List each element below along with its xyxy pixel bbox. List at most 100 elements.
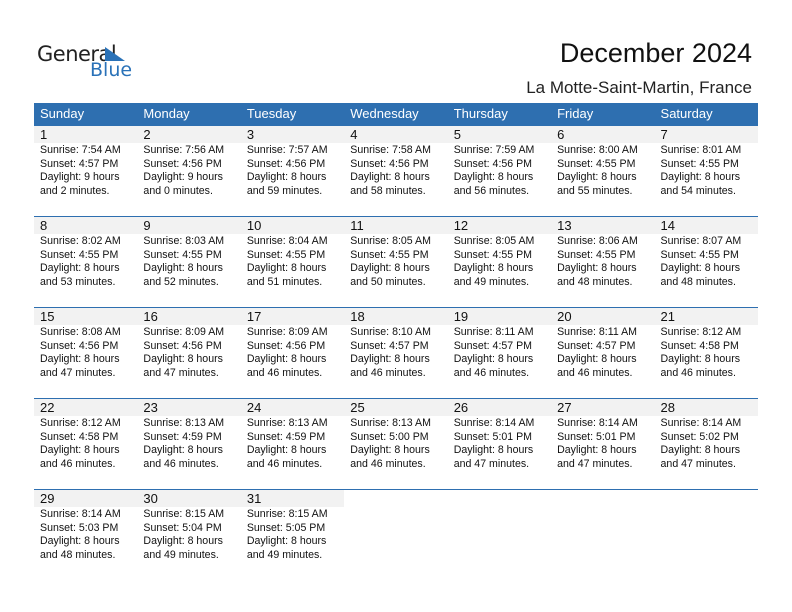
day-number: 25 [344, 399, 448, 416]
sunset-text: Sunset: 4:57 PM [557, 339, 636, 352]
daylight2-text: and 46 minutes. [350, 457, 426, 470]
sunset-text: Sunset: 4:59 PM [143, 430, 222, 443]
daylight1-text: Daylight: 8 hours [143, 535, 223, 547]
day-cell: 28 Sunrise: 8:14 AM Sunset: 5:02 PM Dayligh… [654, 399, 758, 489]
day-number: 18 [344, 308, 448, 325]
day-cell: 29 Sunrise: 8:14 AM Sunset: 5:03 PM Dayligh… [34, 490, 138, 580]
sunset-text: Sunset: 4:55 PM [557, 157, 636, 170]
day-number: 12 [447, 217, 552, 234]
daylight1-text: Daylight: 8 hours [40, 535, 120, 547]
day-cell: 25 Sunrise: 8:13 AM Sunset: 5:00 PM Dayligh… [344, 399, 448, 489]
day-number: 1 [34, 126, 138, 143]
sunrise-text: Sunrise: 7:59 AM [453, 144, 535, 156]
sunset-text: Sunset: 4:55 PM [557, 248, 636, 261]
sunrise-text: Sunrise: 8:11 AM [557, 326, 637, 338]
day-number: 9 [137, 217, 241, 234]
daylight1-text: Daylight: 9 hours [143, 171, 223, 183]
sunset-text: Sunset: 4:56 PM [40, 339, 119, 352]
day-cell: 13 Sunrise: 8:06 AM Sunset: 4:55 PM Dayligh… [551, 217, 655, 307]
sunrise-text: Sunrise: 8:14 AM [660, 417, 742, 429]
sunset-text: Sunset: 5:01 PM [453, 430, 533, 443]
daylight1-text: Daylight: 8 hours [557, 262, 637, 274]
day-number: 28 [654, 399, 758, 416]
day-cell: 15 Sunrise: 8:08 AM Sunset: 4:56 PM Dayligh… [34, 308, 138, 398]
sunrise-text: Sunrise: 8:14 AM [557, 417, 638, 429]
day-number: 21 [654, 308, 758, 325]
day-number: 20 [551, 308, 655, 325]
weekday-wednesday: Wednesday [350, 106, 419, 121]
day-info: Sunrise: 8:08 AM Sunset: 4:56 PM Daylight:… [34, 325, 137, 380]
daylight1-text: Daylight: 8 hours [453, 262, 534, 274]
day-info: Sunrise: 8:00 AM Sunset: 4:55 PM Daylight:… [551, 143, 654, 198]
sunset-text: Sunset: 4:56 PM [350, 157, 429, 170]
sunrise-text: Sunrise: 8:01 AM [660, 144, 742, 156]
sunrise-text: Sunrise: 8:10 AM [350, 326, 431, 338]
sunset-text: Sunset: 4:56 PM [143, 339, 222, 352]
sunset-text: Sunset: 4:55 PM [143, 248, 222, 261]
day-number: 13 [551, 217, 655, 234]
day-cell: 16 Sunrise: 8:09 AM Sunset: 4:56 PM Dayligh… [137, 308, 241, 398]
sunrise-text: Sunrise: 8:05 AM [350, 235, 431, 247]
weekday-tuesday: Tuesday [246, 106, 297, 121]
day-info: Sunrise: 8:13 AM Sunset: 5:00 PM Daylight:… [344, 416, 447, 471]
day-number: 29 [34, 490, 138, 507]
daylight2-text: and 48 minutes. [660, 275, 736, 288]
sunrise-text: Sunrise: 8:13 AM [350, 417, 431, 429]
weekday-monday: Monday [143, 106, 190, 121]
day-cell: 23 Sunrise: 8:13 AM Sunset: 4:59 PM Dayligh… [137, 399, 241, 489]
day-number: 16 [137, 308, 241, 325]
day-info: Sunrise: 8:11 AM Sunset: 4:57 PM Daylight:… [448, 325, 551, 380]
sunrise-text: Sunrise: 8:09 AM [143, 326, 225, 338]
day-number: 19 [447, 308, 552, 325]
daylight1-text: Daylight: 8 hours [660, 353, 741, 365]
day-number: 23 [137, 399, 241, 416]
day-info: Sunrise: 8:04 AM Sunset: 4:55 PM Daylight:… [241, 234, 344, 289]
day-cell: 21 Sunrise: 8:12 AM Sunset: 4:58 PM Dayligh… [654, 308, 758, 398]
day-info: Sunrise: 8:11 AM Sunset: 4:57 PM Daylight:… [551, 325, 654, 380]
daylight2-text: and 47 minutes. [40, 366, 116, 379]
daylight1-text: Daylight: 8 hours [350, 444, 430, 456]
week-row: 22 Sunrise: 8:12 AM Sunset: 4:58 PM Dayligh… [34, 398, 758, 489]
day-info: Sunrise: 7:59 AM Sunset: 4:56 PM Daylight:… [448, 143, 551, 198]
sunrise-text: Sunrise: 8:09 AM [246, 326, 328, 338]
day-cell: 19 Sunrise: 8:11 AM Sunset: 4:57 PM Dayligh… [447, 308, 552, 398]
day-number: 4 [344, 126, 448, 143]
daylight1-text: Daylight: 8 hours [557, 171, 637, 183]
sunset-text: Sunset: 4:58 PM [660, 339, 739, 352]
sunrise-text: Sunrise: 8:05 AM [453, 235, 535, 247]
sunrise-text: Sunrise: 8:15 AM [246, 508, 328, 520]
sunset-text: Sunset: 4:56 PM [246, 339, 326, 352]
day-cell: 18 Sunrise: 8:10 AM Sunset: 4:57 PM Dayligh… [344, 308, 448, 398]
day-info: Sunrise: 8:15 AM Sunset: 5:04 PM Daylight:… [137, 507, 240, 562]
daylight2-text: and 2 minutes. [40, 184, 110, 197]
daylight2-text: and 54 minutes. [660, 184, 736, 197]
day-info: Sunrise: 8:05 AM Sunset: 4:55 PM Daylight:… [448, 234, 551, 289]
day-cell: 24 Sunrise: 8:13 AM Sunset: 4:59 PM Dayligh… [240, 399, 345, 489]
daylight2-text: and 46 minutes. [246, 457, 323, 470]
sunrise-text: Sunrise: 8:14 AM [40, 508, 121, 520]
daylight2-text: and 47 minutes. [453, 457, 530, 470]
sunrise-text: Sunrise: 7:57 AM [246, 144, 328, 156]
day-number: 24 [240, 399, 345, 416]
daylight1-text: Daylight: 8 hours [246, 262, 327, 274]
day-info: Sunrise: 8:05 AM Sunset: 4:55 PM Daylight:… [344, 234, 447, 289]
logo-triangle-icon [105, 47, 125, 61]
sunset-text: Sunset: 4:55 PM [246, 248, 326, 261]
day-number: 31 [240, 490, 345, 507]
daylight2-text: and 47 minutes. [557, 457, 633, 470]
day-cell: 14 Sunrise: 8:07 AM Sunset: 4:55 PM Dayligh… [654, 217, 758, 307]
daylight1-text: Daylight: 8 hours [453, 444, 534, 456]
sunrise-text: Sunrise: 8:14 AM [453, 417, 535, 429]
day-info: Sunrise: 8:14 AM Sunset: 5:01 PM Daylight:… [551, 416, 654, 471]
daylight2-text: and 0 minutes. [143, 184, 213, 197]
day-number: 26 [447, 399, 552, 416]
daylight2-text: and 46 minutes. [660, 366, 736, 379]
weekday-header: Sunday Monday Tuesday Wednesday Thursday Frid… [34, 103, 758, 125]
sunset-text: Sunset: 4:56 PM [453, 157, 533, 170]
sunrise-text: Sunrise: 8:12 AM [660, 326, 742, 338]
location: La Motte-Saint-Martin, France [526, 78, 752, 97]
daylight2-text: and 46 minutes. [246, 366, 323, 379]
day-number: 14 [654, 217, 758, 234]
daylight1-text: Daylight: 8 hours [660, 444, 741, 456]
